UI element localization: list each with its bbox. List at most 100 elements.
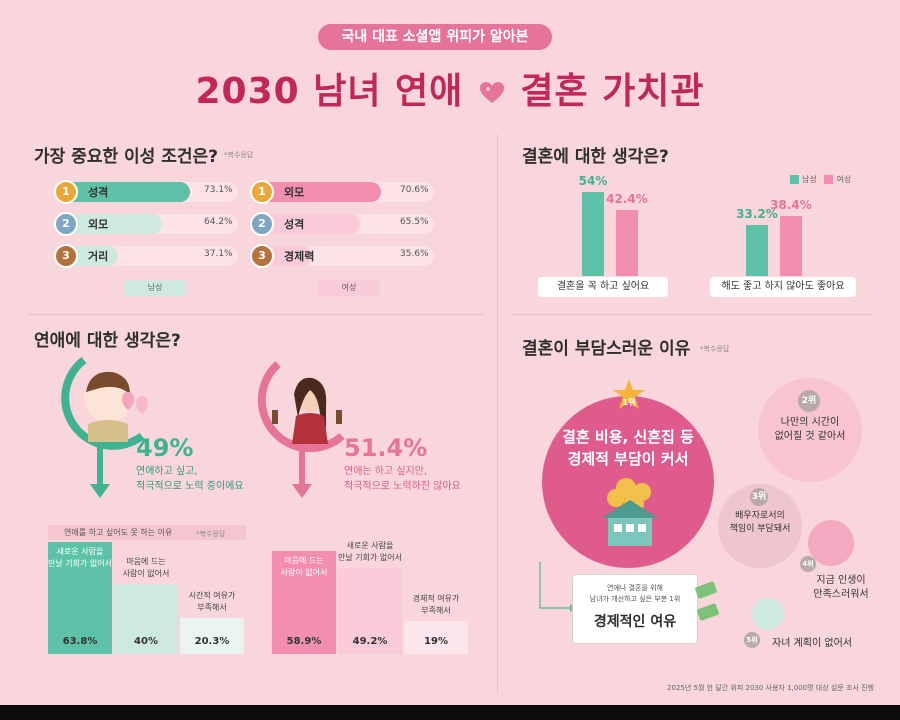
rank4-text: 지금 인생이 만족스러워서 xyxy=(813,575,869,600)
male-tag: 남성 xyxy=(124,280,186,296)
male-condition-pct: 64.2% xyxy=(204,217,233,227)
female-reason-pct: 19% xyxy=(424,636,448,647)
male-bar xyxy=(582,192,604,276)
male-condition-row: 2 외모 64.2% xyxy=(54,212,238,236)
main-title-left: 2030 남녀 연애 xyxy=(195,71,464,112)
female-reason-pct: 58.9% xyxy=(286,636,322,647)
female-rank-medal-icon: 2 xyxy=(250,212,274,236)
male-reason-label: 마음에 드는 사람이 없어서 xyxy=(122,557,170,578)
improve-subtext: 연애나 결혼을 위해 남녀가 개선하고 싶은 부분 1위 xyxy=(589,584,681,603)
main-title-right: 결혼 가치관 xyxy=(520,71,705,112)
bottom-band xyxy=(0,705,900,720)
female-tag: 여성 xyxy=(318,280,380,296)
female-condition-pct: 70.6% xyxy=(400,185,429,195)
female-condition-pct: 35.6% xyxy=(400,249,429,259)
male-reason-label: 시간적 여유가 부족해서 xyxy=(188,591,236,612)
rank1-badge: 1위 xyxy=(622,398,636,407)
male-symbol-icon xyxy=(61,356,145,498)
legend-female: 여성 xyxy=(824,175,851,184)
female-condition-label: 경제력 xyxy=(284,250,315,263)
female-bar xyxy=(780,216,802,276)
divider-right xyxy=(512,314,872,315)
rank3-text: 배우자로서의 책임이 부담돼서 xyxy=(729,511,791,534)
rank4-badge: 4위 xyxy=(800,556,816,572)
female-condition-label: 외모 xyxy=(284,186,305,199)
male-rank-medal-icon: 3 xyxy=(54,244,78,268)
male-rank-medal-icon: 2 xyxy=(54,212,78,236)
marriage-burden-note: *복수응답 xyxy=(700,345,730,353)
female-reason-bar xyxy=(338,568,402,654)
male-reason-label: 새로운 사람을 만날 기회가 없어서 xyxy=(48,547,112,568)
rank2-text: 나만의 시간이 없어질 것 같아서 xyxy=(774,417,846,442)
male-bar-value: 33.2% xyxy=(736,206,778,221)
heart-icon xyxy=(479,73,505,114)
male-condition-pct: 73.1% xyxy=(204,185,233,195)
male-reason-pct: 40% xyxy=(134,636,158,647)
female-rank-medal-icon: 1 xyxy=(250,180,274,204)
female-reason-label: 새로운 사람을 만날 기회가 없어서 xyxy=(338,541,402,562)
legend-male: 남성 xyxy=(790,175,817,184)
male-condition-label: 거리 xyxy=(88,250,109,263)
male-condition-pct: 37.1% xyxy=(204,249,233,259)
rank5-text: 자녀 계획이 없어서 xyxy=(772,638,852,649)
partner-conditions-note: *복수응답 xyxy=(224,151,254,159)
female-condition-row: 2 성격 65.5% xyxy=(250,212,434,236)
female-reason-label: 마음에 드는 사람이 없어서 xyxy=(280,556,328,577)
female-condition-label: 성격 xyxy=(284,218,305,231)
female-dating-pct: 51.4% xyxy=(344,434,428,462)
male-condition-fill xyxy=(58,182,190,202)
house-coins-icon xyxy=(602,478,658,546)
female-bar-value: 38.4% xyxy=(770,198,812,213)
balloon-icon xyxy=(122,392,148,414)
improve-box: 연애나 결혼을 위해 남녀가 개선하고 싶은 부분 1위 경제적인 여유 xyxy=(572,574,698,644)
male-reason-bar xyxy=(180,618,244,654)
divider-vertical xyxy=(497,134,498,694)
female-reason-label: 경제적 여유가 부족해서 xyxy=(412,594,460,615)
rank3-badge: 3위 xyxy=(750,488,768,506)
female-reason-bar xyxy=(404,621,468,654)
divider-left xyxy=(28,314,484,315)
male-condition-row: 3 거리 37.1% xyxy=(54,244,238,268)
female-bar xyxy=(616,210,638,276)
male-reason-pct: 20.3% xyxy=(194,636,230,647)
star-icon xyxy=(613,379,645,409)
female-condition-fill xyxy=(254,182,381,202)
legend: 남성 여성 xyxy=(790,174,851,185)
male-bar xyxy=(746,224,768,276)
marriage-thoughts-title: 결혼에 대한 생각은? xyxy=(522,147,669,167)
improve-main: 경제적인 여유 xyxy=(593,614,677,630)
dating-thoughts-title: 연애에 대한 생각은? xyxy=(34,331,181,351)
male-reason-bar xyxy=(114,584,178,654)
male-condition-label: 외모 xyxy=(88,218,109,231)
rank4-bubble xyxy=(808,520,854,566)
main-title: 2030 남녀 연애 결혼 가치관 xyxy=(0,62,900,114)
group-label: 해도 좋고 하지 않아도 좋아요 xyxy=(710,277,856,297)
male-condition-fill xyxy=(58,214,162,234)
male-reason-pct: 63.8% xyxy=(62,636,98,647)
female-condition-row: 3 경제력 35.6% xyxy=(250,244,434,268)
male-reason-bar xyxy=(48,542,112,654)
partner-conditions-title: 가장 중요한 이성 조건은? xyxy=(34,147,219,167)
group-label: 결혼을 꼭 하고 싶어요 xyxy=(538,277,668,297)
header-pill: 국내 대표 소셜앱 위피가 알아본 xyxy=(318,24,552,50)
connector-arrow xyxy=(539,562,576,612)
female-reason-pct: 49.2% xyxy=(352,636,388,647)
female-condition-fill xyxy=(254,214,360,234)
footer-note: 2025년 5월 한 달간 위피 2030 사용자 1,000명 대상 설문 조… xyxy=(667,684,874,692)
male-condition-label: 성격 xyxy=(88,186,109,199)
male-dating-pct: 49% xyxy=(136,434,194,462)
male-dating-desc: 연애하고 싶고, 적극적으로 노력 중이에요 xyxy=(136,466,244,492)
male-rank-medal-icon: 1 xyxy=(54,180,78,204)
female-symbol-icon xyxy=(257,361,345,498)
rank2-badge: 2위 xyxy=(798,390,820,412)
female-reason-bar xyxy=(272,551,336,654)
money-icon xyxy=(695,581,719,621)
female-rank-medal-icon: 3 xyxy=(250,244,274,268)
male-bar-value: 54% xyxy=(578,174,608,189)
female-dating-desc: 연애는 하고 싶지만, 적극적으로 노력하진 않아요 xyxy=(344,466,461,492)
female-condition-row: 1 외모 70.6% xyxy=(250,180,434,204)
female-condition-pct: 65.5% xyxy=(400,217,429,227)
rank5-badge: 5위 xyxy=(744,632,760,648)
male-condition-row: 1 성격 73.1% xyxy=(54,180,238,204)
marriage-burden-title: 결혼이 부담스러운 이유 xyxy=(522,339,691,359)
